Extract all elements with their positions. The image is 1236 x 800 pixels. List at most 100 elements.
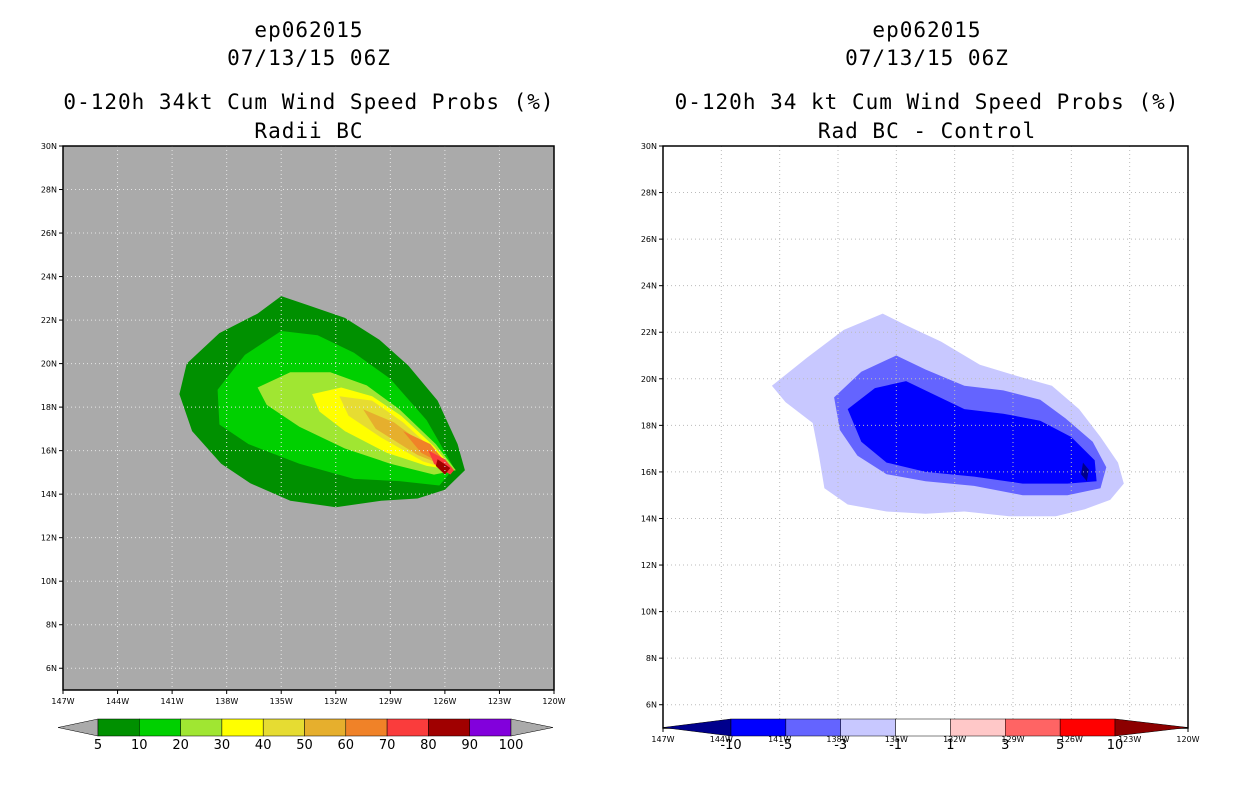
y-tick-label: 18N (41, 403, 57, 412)
legend-color-box (730, 718, 787, 737)
x-tick-label: 147W (651, 735, 674, 744)
legend-label: 20 (172, 738, 189, 753)
legend-color-box (950, 718, 1006, 737)
left-storm-id: ep062015 (254, 18, 364, 42)
y-tick-label: 26N (641, 235, 657, 244)
plot-frame (62, 145, 555, 691)
x-tick-label: 132W (943, 735, 966, 744)
legend-label: -3 (834, 738, 847, 753)
x-tick-label: 138W (826, 735, 849, 744)
y-tick-label: 12N (41, 534, 57, 543)
x-tick-label: 129W (1001, 735, 1024, 744)
y-tick-label: 26N (41, 229, 57, 238)
x-tick-label: 126W (433, 697, 456, 706)
legend-label: 70 (379, 738, 396, 753)
legend-label: 3 (1001, 738, 1009, 753)
x-tick-label: 126W (1060, 735, 1083, 744)
legend-label: 40 (255, 738, 272, 753)
y-tick-label: 8N (646, 654, 657, 663)
legend-label: 60 (338, 738, 355, 753)
x-tick-label: 120W (542, 697, 565, 706)
legend-color-box (895, 718, 951, 737)
legend-color-box (97, 718, 140, 737)
right-storm-id: ep062015 (872, 18, 982, 42)
legend-label: 50 (296, 738, 313, 753)
legend-right-arrow (1114, 718, 1189, 737)
y-tick-label: 28N (641, 189, 657, 198)
y-tick-label: 24N (41, 273, 57, 282)
legend-color-box (1005, 718, 1061, 737)
left-datetime: 07/13/15 06Z (227, 46, 391, 70)
legend-color-box (304, 718, 347, 737)
legend-color-box (840, 718, 896, 737)
legend-label: 5 (1056, 738, 1064, 753)
y-tick-label: 14N (41, 490, 57, 499)
legend-label: 100 (499, 738, 524, 753)
legend-label: 90 (461, 738, 478, 753)
legend-label: -10 (720, 738, 741, 753)
x-tick-label: 123W (1118, 735, 1141, 744)
y-tick-label: 8N (46, 621, 57, 630)
legend-color-box (428, 718, 470, 737)
legend-label: 1 (946, 738, 954, 753)
y-tick-label: 14N (641, 514, 657, 523)
left-chart-subtitle: Radii BC (254, 119, 364, 143)
legend-color-box (262, 718, 305, 737)
right-wind-probability-difference-map: 6N 8N 10N 12N 14N 16N 18N 20N 22N 24N 26N 28N 30N 147… (641, 142, 1200, 753)
legend-label: 5 (94, 738, 102, 753)
y-tick-label: 12N (641, 561, 657, 570)
x-tick-label: 138W (215, 697, 238, 706)
x-tick-label: 132W (324, 697, 347, 706)
y-tick-label: 30N (41, 142, 57, 151)
right-chart-title: 0-120h 34 kt Cum Wind Speed Probs (%) (674, 90, 1180, 114)
x-tick-label: 144W (710, 735, 733, 744)
right-datetime: 07/13/15 06Z (845, 46, 1009, 70)
legend-color-box (469, 718, 512, 737)
left-chart-title: 0-120h 34kt Cum Wind Speed Probs (%) (63, 90, 555, 114)
legend-label: 80 (420, 738, 437, 753)
x-tick-label: 129W (379, 697, 402, 706)
x-tick-label: 144W (106, 697, 129, 706)
x-tick-label: 135W (270, 697, 293, 706)
legend-color-box (1059, 718, 1116, 737)
legend-color-box (386, 718, 429, 737)
x-tick-label: 135W (885, 735, 908, 744)
legend-color-box (345, 718, 388, 737)
y-tick-label: 6N (46, 664, 57, 673)
contour-level--10 (1081, 462, 1089, 482)
y-tick-label: 20N (641, 375, 657, 384)
x-tick-label: 123W (488, 697, 511, 706)
legend-label: -1 (889, 738, 902, 753)
legend-color-box (785, 718, 841, 737)
x-tick-label: 141W (161, 697, 184, 706)
y-tick-label: 16N (641, 468, 657, 477)
contour-level-80 (435, 459, 451, 475)
y-tick-label: 10N (41, 577, 57, 586)
y-tick-label: 18N (641, 421, 657, 430)
y-tick-label: 22N (41, 316, 57, 325)
x-tick-label: 147W (51, 697, 74, 706)
left-wind-probability-map: 6N 8N 10N 12N 14N 16N 18N 20N 22N 24N 26N 28N 30N 147… (41, 142, 566, 753)
legend-left-arrow (57, 718, 99, 737)
contour-level--5 (847, 381, 1097, 484)
right-chart-panel: ep062015 07/13/15 06Z 0-120h 34 kt Cum W… (618, 0, 1236, 800)
legend-label: 10 (131, 738, 148, 753)
x-tick-label: 141W (768, 735, 791, 744)
x-tick-label: 120W (1176, 735, 1199, 744)
legend-label: 30 (214, 738, 231, 753)
y-tick-label: 22N (641, 328, 657, 337)
legend-color-box (139, 718, 181, 737)
y-tick-label: 16N (41, 447, 57, 456)
legend-label: -5 (779, 738, 792, 753)
legend-right-arrow (510, 718, 554, 737)
y-tick-label: 30N (641, 142, 657, 151)
y-tick-label: 6N (646, 701, 657, 710)
y-tick-label: 24N (641, 282, 657, 291)
legend-label: 10 (1107, 738, 1124, 753)
left-chart-panel: ep062015 07/13/15 06Z 0-120h 34kt Cum Wi… (41, 18, 566, 753)
right-chart-subtitle: Rad BC - Control (817, 119, 1037, 143)
legend-color-box (221, 718, 264, 737)
y-tick-label: 10N (641, 608, 657, 617)
y-tick-label: 28N (41, 186, 57, 195)
y-tick-label: 20N (41, 360, 57, 369)
